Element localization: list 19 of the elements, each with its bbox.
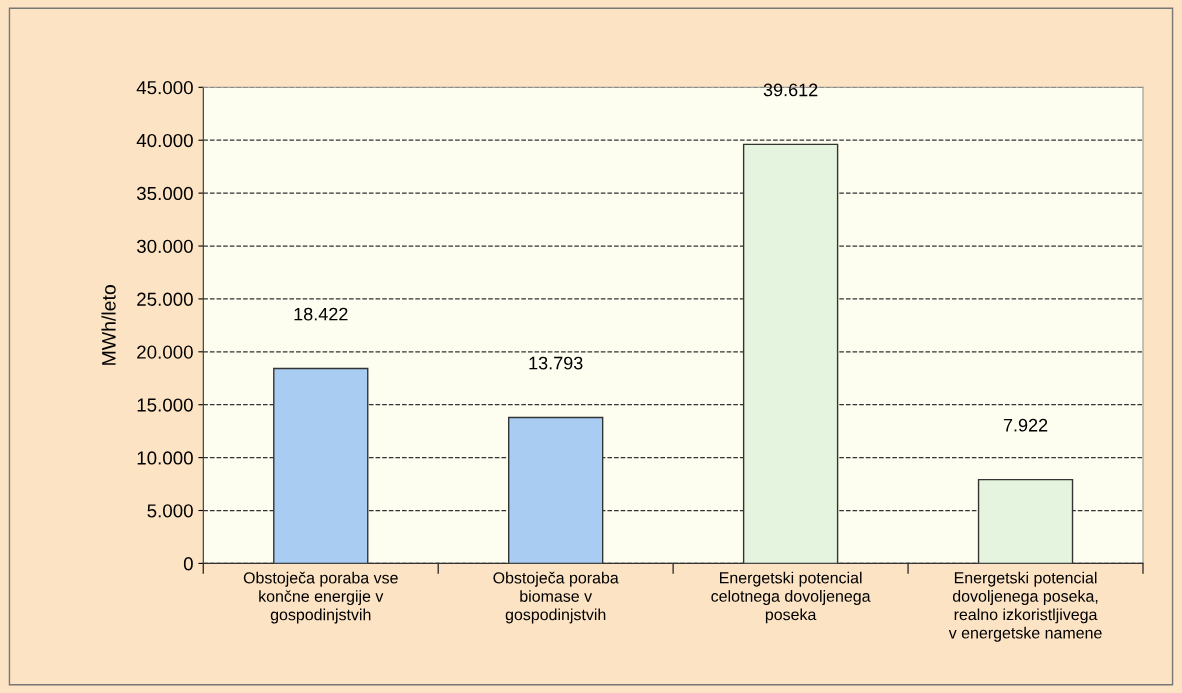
x-tick-label: Obstoječa poraba biomase v gospodinjstvih <box>493 571 619 624</box>
data-label: 39.612 <box>763 83 818 97</box>
y-tick-label: 40.000 <box>136 133 193 148</box>
data-label: 13.793 <box>529 356 583 370</box>
y-tick-label: 0 <box>183 557 193 571</box>
y-axis-title: MWh/leto <box>101 285 116 365</box>
y-tick-label: 10.000 <box>137 451 193 465</box>
y-tick-label: 30.000 <box>136 239 193 253</box>
data-label: 18.422 <box>294 307 348 321</box>
x-tick-label: Obstoječa poraba vse končne energije v gospodinjstvih <box>243 571 398 624</box>
y-tick-label: 5.000 <box>147 504 193 518</box>
y-tick-label: 25.000 <box>137 292 193 306</box>
y-tick-label: 45.000 <box>136 81 193 95</box>
y-tick-label: 15.000 <box>137 398 193 412</box>
x-tick-label: Energetski potencial celotnega dovoljenega poseka <box>711 571 871 624</box>
y-tick-label: 35.000 <box>136 186 193 201</box>
data-label: 7.922 <box>1003 418 1048 432</box>
x-tick-label: Energetski potencial dovoljenega poseka, realno izkoristljivega v energetske namene <box>948 571 1102 642</box>
y-tick-label: 20.000 <box>137 345 193 359</box>
